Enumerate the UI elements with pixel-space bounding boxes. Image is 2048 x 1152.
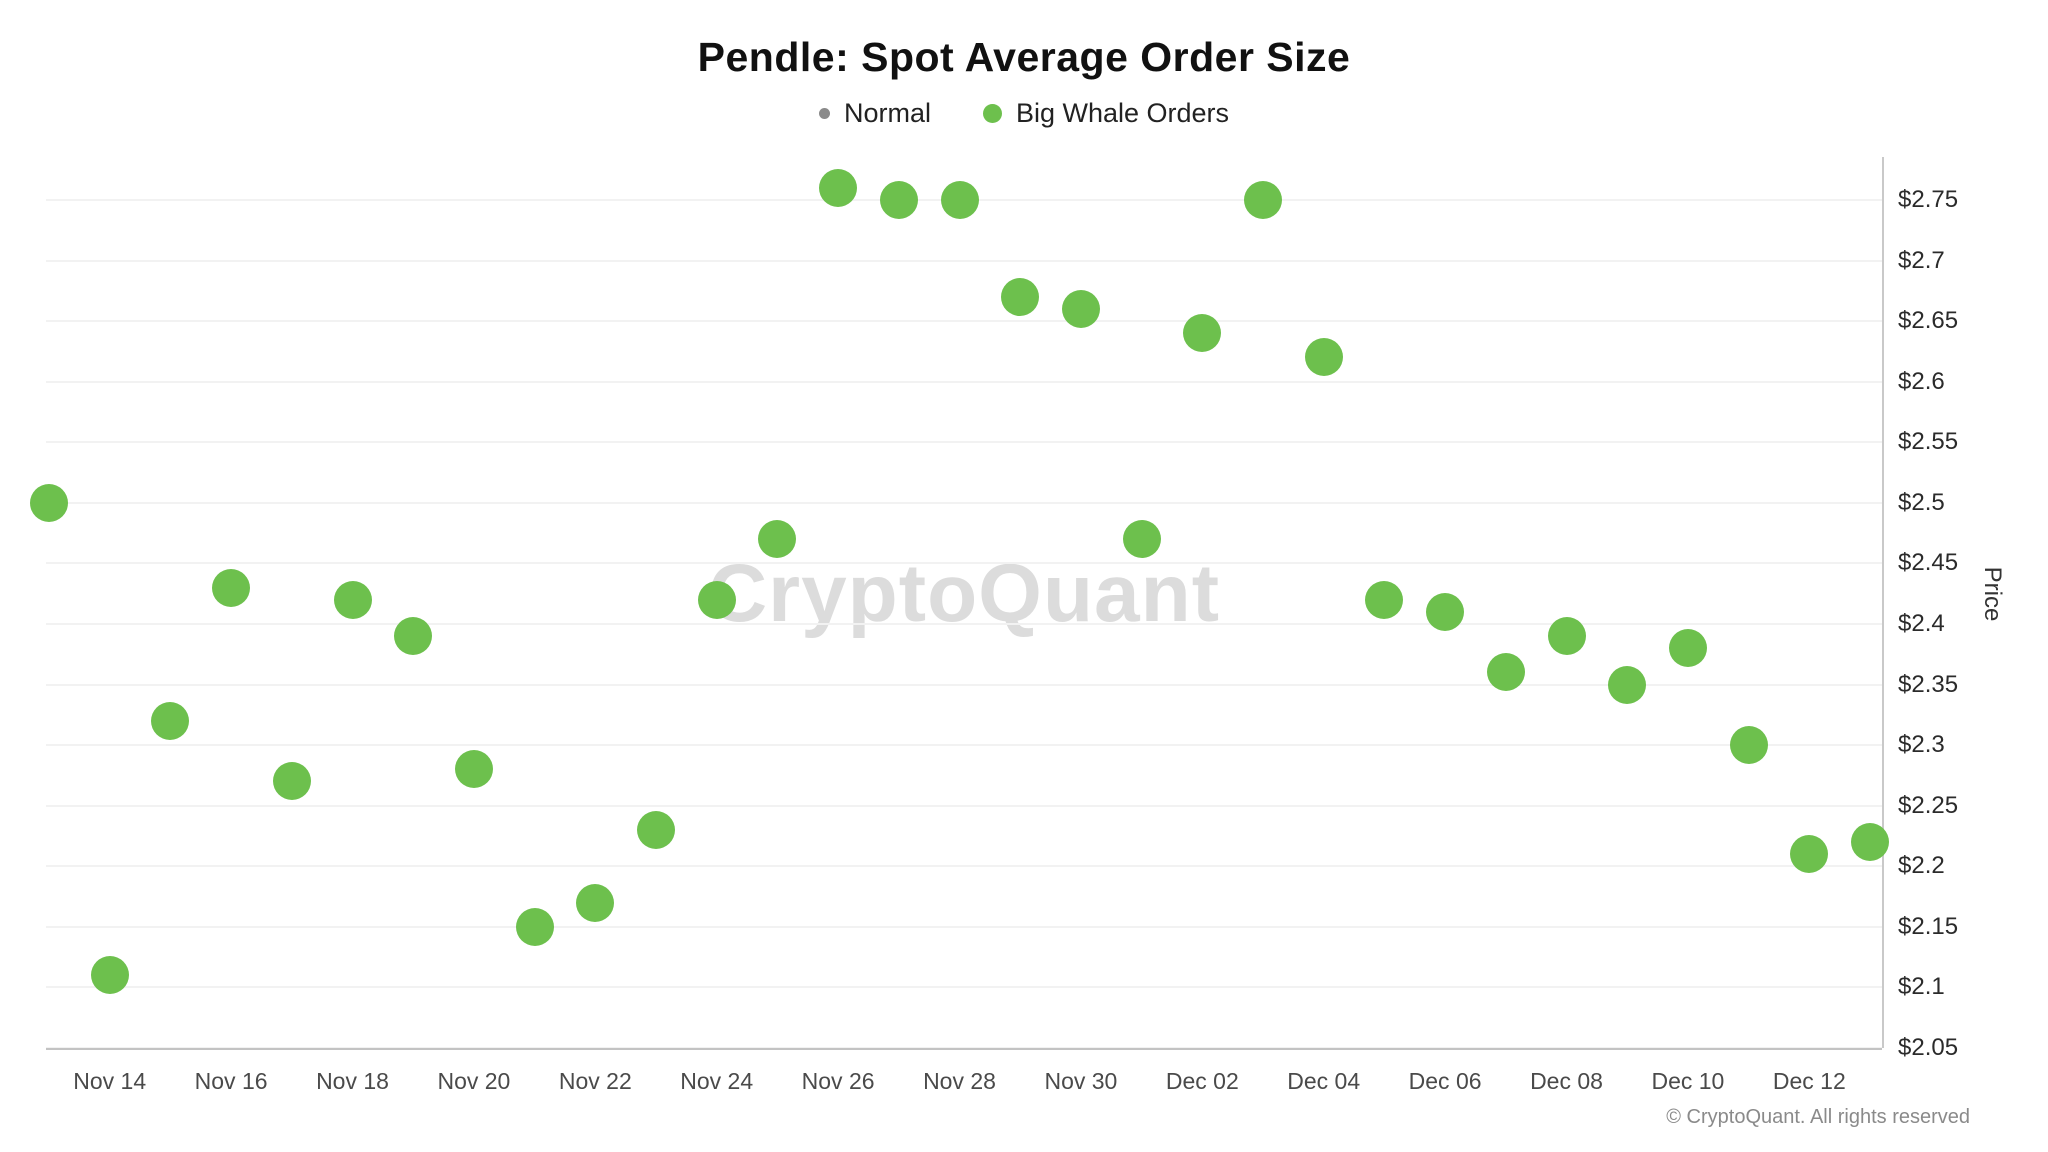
data-point-big-whale-orders[interactable] bbox=[1608, 665, 1647, 704]
gridline bbox=[46, 865, 1882, 868]
y-tick-label: $2.1 bbox=[1898, 973, 1945, 1001]
y-tick-label: $2.45 bbox=[1898, 549, 1959, 577]
x-tick-label: Nov 22 bbox=[558, 1068, 632, 1094]
data-point-big-whale-orders[interactable] bbox=[1668, 629, 1707, 668]
gridline bbox=[46, 623, 1882, 625]
gridline bbox=[46, 744, 1882, 747]
x-tick-label: Dec 12 bbox=[1772, 1068, 1846, 1094]
gridline bbox=[46, 804, 1882, 807]
x-tick-label: Nov 18 bbox=[316, 1068, 389, 1094]
legend-label-big-whale-orders: Big Whale Orders bbox=[1015, 98, 1230, 128]
y-tick-label: $2.3 bbox=[1898, 731, 1945, 759]
x-tick-label: Nov 16 bbox=[194, 1068, 268, 1094]
y-axis-title: Price bbox=[1979, 566, 2006, 622]
data-point-big-whale-orders[interactable] bbox=[879, 181, 918, 219]
legend: Normal Big Whale Orders bbox=[0, 98, 2048, 129]
data-point-big-whale-orders[interactable] bbox=[30, 483, 68, 522]
gridline bbox=[46, 380, 1882, 383]
legend-item-normal[interactable]: Normal bbox=[818, 98, 931, 129]
data-point-big-whale-orders[interactable] bbox=[819, 168, 858, 207]
x-tick-label: Dec 04 bbox=[1287, 1068, 1361, 1094]
y-tick-label: $2.15 bbox=[1898, 912, 1959, 940]
y-tick-label: $2.6 bbox=[1898, 367, 1945, 395]
data-point-big-whale-orders[interactable] bbox=[1365, 580, 1404, 619]
gridline bbox=[46, 501, 1882, 504]
x-tick-label: Nov 30 bbox=[1044, 1068, 1118, 1094]
gridline bbox=[46, 925, 1882, 928]
normal-legend-dot-icon bbox=[818, 108, 830, 119]
y-tick-label: $2.05 bbox=[1898, 1034, 1959, 1061]
data-point-big-whale-orders[interactable] bbox=[1061, 290, 1100, 329]
y-axis-line bbox=[1882, 157, 1884, 1048]
gridline bbox=[46, 986, 1882, 989]
x-tick-label: Nov 20 bbox=[437, 1068, 511, 1094]
data-point-big-whale-orders[interactable] bbox=[90, 956, 129, 995]
x-axis-line bbox=[46, 1048, 1882, 1050]
legend-label-normal: Normal bbox=[843, 98, 931, 128]
data-point-big-whale-orders[interactable] bbox=[1001, 277, 1040, 316]
data-point-big-whale-orders[interactable] bbox=[758, 520, 797, 559]
data-point-big-whale-orders[interactable] bbox=[1183, 314, 1222, 353]
big-whale-legend-dot-icon bbox=[982, 104, 1002, 123]
y-tick-label: $2.25 bbox=[1898, 791, 1959, 819]
legend-item-big-whale-orders[interactable]: Big Whale Orders bbox=[982, 98, 1230, 129]
data-point-big-whale-orders[interactable] bbox=[1122, 520, 1161, 559]
data-point-big-whale-orders[interactable] bbox=[1851, 823, 1889, 862]
gridline bbox=[46, 259, 1882, 262]
copyright-text: © CryptoQuant. All rights reserved bbox=[1666, 1106, 1970, 1128]
x-tick-label: Nov 24 bbox=[680, 1068, 754, 1094]
x-tick-label: Dec 02 bbox=[1165, 1068, 1239, 1094]
x-tick-label: Dec 08 bbox=[1530, 1068, 1603, 1094]
data-point-big-whale-orders[interactable] bbox=[697, 580, 736, 619]
y-tick-label: $2.35 bbox=[1898, 670, 1959, 698]
gridline bbox=[46, 562, 1882, 565]
data-point-big-whale-orders[interactable] bbox=[1304, 338, 1343, 377]
data-point-big-whale-orders[interactable] bbox=[1547, 617, 1586, 656]
data-point-big-whale-orders[interactable] bbox=[333, 580, 372, 619]
x-tick-label: Dec 10 bbox=[1651, 1068, 1725, 1094]
data-point-big-whale-orders[interactable] bbox=[637, 810, 675, 849]
y-tick-label: $2.5 bbox=[1898, 488, 1945, 516]
y-tick-label: $2.2 bbox=[1898, 852, 1945, 880]
gridline bbox=[46, 441, 1882, 444]
y-tick-label: $2.55 bbox=[1898, 428, 1959, 456]
cryptoquant-watermark: CryptoQuant bbox=[707, 548, 1221, 639]
data-point-big-whale-orders[interactable] bbox=[1426, 592, 1465, 631]
gridline bbox=[46, 320, 1882, 323]
y-tick-label: $2.7 bbox=[1898, 246, 1945, 274]
data-point-big-whale-orders[interactable] bbox=[151, 701, 190, 740]
y-tick-label: $2.65 bbox=[1898, 307, 1959, 335]
data-point-big-whale-orders[interactable] bbox=[576, 883, 615, 922]
data-point-big-whale-orders[interactable] bbox=[272, 762, 311, 801]
y-tick-label: $2.75 bbox=[1898, 186, 1959, 213]
data-point-big-whale-orders[interactable] bbox=[394, 617, 433, 656]
data-point-big-whale-orders[interactable] bbox=[454, 750, 493, 789]
x-tick-label: Nov 14 bbox=[73, 1068, 147, 1094]
gridline bbox=[46, 683, 1882, 686]
y-tick-label: $2.4 bbox=[1898, 610, 1945, 637]
data-point-big-whale-orders[interactable] bbox=[1790, 835, 1829, 874]
data-point-big-whale-orders[interactable] bbox=[212, 568, 251, 607]
chart-title: Pendle: Spot Average Order Size bbox=[697, 34, 1351, 80]
x-tick-label: Nov 26 bbox=[801, 1068, 875, 1094]
data-point-big-whale-orders[interactable] bbox=[940, 181, 979, 219]
data-point-big-whale-orders[interactable] bbox=[515, 907, 554, 946]
x-tick-label: Dec 06 bbox=[1408, 1068, 1482, 1094]
data-point-big-whale-orders[interactable] bbox=[1486, 653, 1525, 692]
data-point-big-whale-orders[interactable] bbox=[1729, 726, 1768, 765]
x-tick-label: Nov 28 bbox=[923, 1068, 996, 1094]
data-point-big-whale-orders[interactable] bbox=[1244, 181, 1282, 219]
